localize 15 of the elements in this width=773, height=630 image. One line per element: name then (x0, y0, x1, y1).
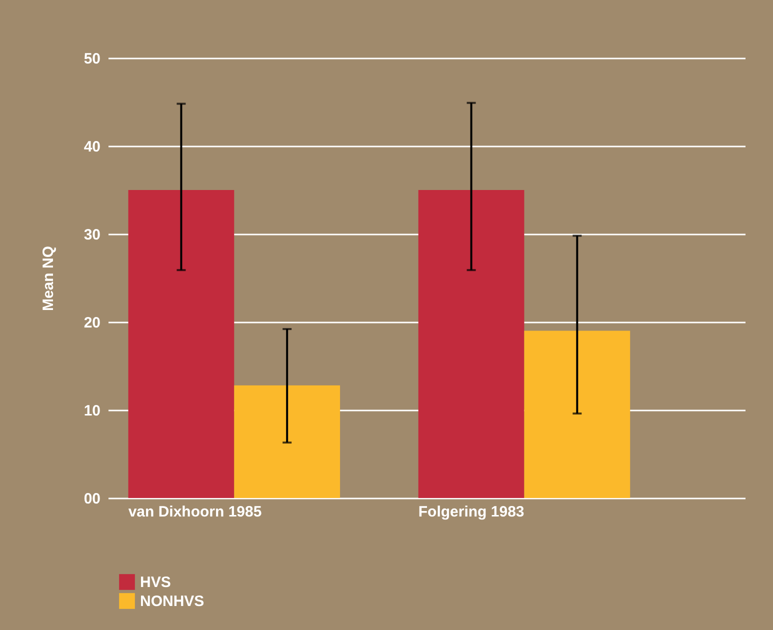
bar (524, 330, 630, 498)
y-tick-label: 00 (84, 490, 100, 508)
bar (234, 385, 340, 498)
x-tick-label: van Dixhoorn 1985 (128, 504, 262, 520)
y-tick-label: 30 (84, 226, 100, 244)
legend-label: HVS (140, 574, 171, 591)
y-tick-label: 20 (84, 314, 100, 332)
bar (128, 190, 234, 498)
legend-label: NONHVS (140, 593, 204, 610)
y-tick-label: 50 (84, 50, 100, 68)
y-tick-label: 10 (84, 402, 100, 420)
x-tick-label: Folgering 1983 (418, 504, 524, 520)
y-tick-label: 40 (84, 138, 100, 156)
bar (418, 190, 524, 498)
y-axis-title: Mean NQ (40, 246, 57, 312)
